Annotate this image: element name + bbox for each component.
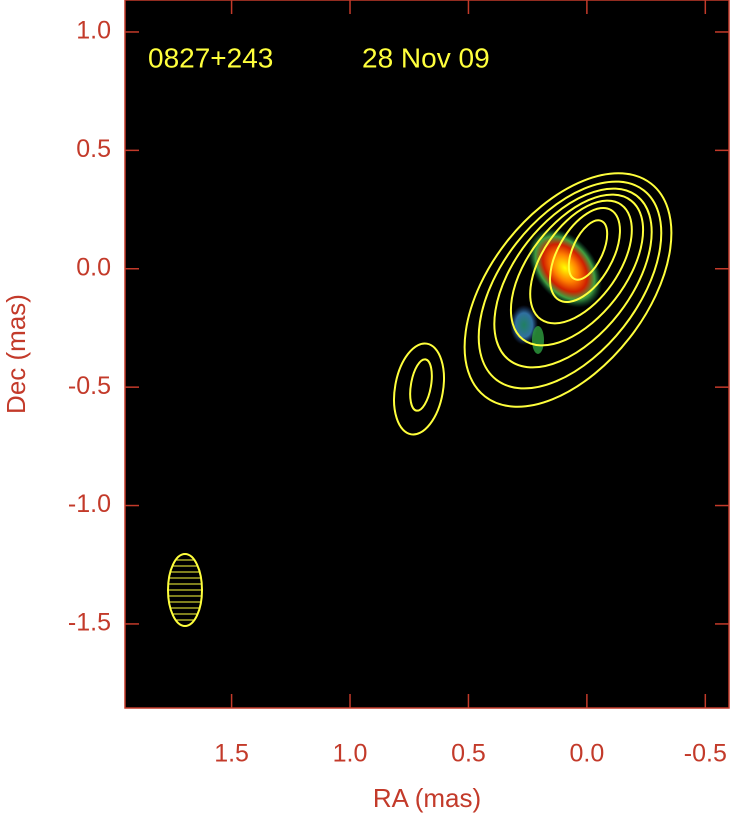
x-tick-label: 0.5	[451, 740, 486, 768]
plot-area	[125, 0, 729, 708]
y-axis-label: Dec (mas)	[1, 294, 31, 414]
axes-frame	[124, 0, 730, 709]
y-tick-label: 1.0	[76, 17, 111, 45]
y-tick-label: -0.5	[68, 372, 111, 400]
x-tick-label: 0.0	[569, 740, 604, 768]
x-tick-label: -0.5	[684, 740, 727, 768]
contours	[393, 172, 673, 436]
x-tick-label: 1.5	[214, 740, 249, 768]
epoch: 28 Nov 09	[362, 42, 490, 73]
y-tick-label: -1.5	[68, 609, 111, 637]
source-name: 0827+243	[148, 42, 273, 73]
x-axis-label: RA (mas)	[373, 783, 481, 813]
intensity-map	[510, 228, 602, 354]
y-tick-label: 0.5	[76, 135, 111, 163]
x-tick-label: 1.0	[333, 740, 368, 768]
y-tick-label: 0.0	[76, 253, 111, 281]
y-tick-label: -1.0	[68, 490, 111, 518]
